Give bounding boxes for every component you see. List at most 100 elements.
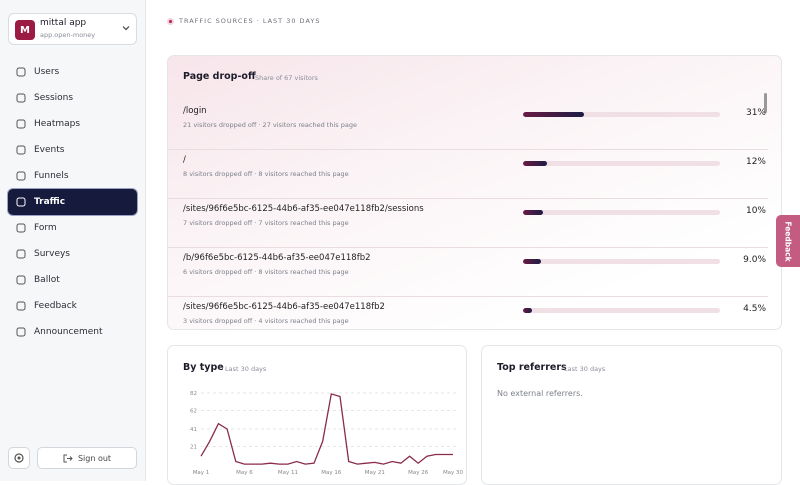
nav-item[interactable]: Heatmaps — [8, 111, 137, 137]
bar-track — [523, 210, 720, 215]
app-domain: app.open-money — [40, 31, 96, 39]
percent-label: 9.0% — [743, 255, 766, 265]
nav-icon — [16, 171, 26, 181]
card-subtitle: Share of 67 visitors — [255, 74, 318, 82]
nav-item[interactable]: Feedback — [8, 293, 137, 319]
nav-label: Sessions — [34, 93, 74, 103]
icon-shape — [16, 119, 26, 129]
app-switcher[interactable]: M mittal app app.open-money — [8, 13, 137, 45]
nav-label: Feedback — [34, 301, 77, 311]
nav-icon — [16, 223, 26, 233]
y-tick-label: 41 — [190, 427, 197, 433]
card-title: By type — [183, 362, 224, 373]
nav-item[interactable]: Traffic — [8, 189, 137, 215]
app-name: mittal app — [40, 18, 87, 28]
icon-shape — [16, 275, 26, 285]
nav-label: Ballot — [34, 275, 60, 285]
nav-icon — [16, 67, 26, 77]
nav-label: Surveys — [34, 249, 70, 259]
icon-shape — [16, 327, 26, 337]
bar-fill — [523, 259, 541, 264]
icon-shape — [16, 93, 26, 103]
referrers-card: Top referrers Last 30 days No external r… — [481, 345, 782, 485]
x-tick-label: May 21 — [365, 470, 385, 476]
x-tick-label: May 11 — [278, 470, 298, 476]
dropoff-row: /sites/96f6e5bc-6125-44b6-af35-ee047e118… — [168, 199, 768, 248]
x-tick-label: May 26 — [408, 470, 429, 476]
y-tick-label: 82 — [190, 391, 197, 397]
bar-track — [523, 308, 720, 313]
percent-label: 12% — [745, 157, 766, 167]
nav-item[interactable]: Form — [8, 215, 137, 241]
percent-label: 10% — [745, 206, 766, 216]
sign-out-button[interactable]: Sign out — [37, 447, 137, 469]
bar-track — [523, 112, 720, 117]
nav-icon — [16, 275, 26, 285]
page-path: / — [183, 155, 186, 165]
page-path: /sites/96f6e5bc-6125-44b6-af35-ee047e118… — [183, 302, 385, 312]
sidebar: M mittal app app.open-money Users Session… — [0, 0, 146, 481]
nav-icon — [16, 119, 26, 129]
nav-icon — [16, 197, 26, 207]
feedback-label: Feedback — [783, 220, 793, 262]
page-path: /login — [183, 106, 207, 116]
nav-item[interactable]: Surveys — [8, 241, 137, 267]
dropoff-row: / 8 visitors dropped off · 8 visitors rea… — [168, 150, 768, 199]
feedback-tab[interactable]: Feedback — [776, 215, 800, 267]
icon-shape — [16, 67, 26, 77]
x-tick-label: May 1 — [193, 470, 210, 476]
page-path: /b/96f6e5bc-6125-44b6-af35-ee047e118fb2 — [183, 253, 371, 263]
nav-label: Heatmaps — [34, 119, 81, 129]
nav-label: Traffic — [34, 197, 66, 207]
x-tick-label: May 30 — [443, 470, 464, 476]
sign-out-label: Sign out — [77, 453, 112, 463]
percent-label: 4.5% — [743, 304, 766, 314]
nav-item[interactable]: Announcement — [8, 319, 137, 345]
dropoff-row: /login 21 visitors dropped off · 27 visit… — [168, 101, 768, 150]
nav-icon — [16, 249, 26, 259]
page-detail: 21 visitors dropped off · 27 visitors re… — [183, 121, 357, 129]
nav-icon — [16, 93, 26, 103]
page-detail: 7 visitors dropped off · 7 visitors reac… — [183, 219, 349, 227]
nav-label: Funnels — [34, 171, 69, 181]
icon-shape — [16, 145, 26, 155]
nav-label: Announcement — [34, 327, 103, 337]
bar-track — [523, 161, 720, 166]
line — [200, 393, 453, 465]
dropoff-row: /b/96f6e5bc-6125-44b6-af35-ee047e118fb2 6… — [168, 248, 768, 297]
y-tick-label: 62 — [190, 409, 197, 415]
nav-label: Events — [34, 145, 65, 155]
card-subtitle: Last 30 days — [225, 365, 267, 373]
nav-item[interactable]: Users — [8, 59, 137, 85]
y-tick-label: 21 — [190, 445, 197, 451]
page-detail: 6 visitors dropped off · 8 visitors reac… — [183, 268, 349, 276]
page-path: /sites/96f6e5bc-6125-44b6-af35-ee047e118… — [183, 204, 424, 214]
nav-item[interactable]: Events — [8, 137, 137, 163]
by-type-card: By type Last 30 days 21 41 62 82 May 1 May 6 M… — [167, 345, 467, 485]
icon-shape — [16, 249, 26, 259]
icon-shape — [16, 197, 26, 207]
nav-item[interactable]: Ballot — [8, 267, 137, 293]
card-title: Top referrers — [497, 362, 567, 373]
bar-fill — [523, 210, 543, 215]
bar-track — [523, 259, 720, 264]
dropoff-card: Page drop-off Share of 67 visitors /logi… — [167, 55, 782, 330]
card-title: Page drop-off — [183, 71, 256, 82]
icon-shape — [16, 223, 26, 233]
settings-button[interactable] — [8, 447, 30, 469]
chart: 21 41 62 82 May 1 May 6 May 11 May 16 May 21 May … — [190, 391, 464, 476]
dropoff-row: /sites/96f6e5bc-6125-44b6-af35-ee047e118… — [168, 297, 768, 329]
icon-shape — [16, 171, 26, 181]
x-tick-label: May 16 — [321, 470, 342, 476]
app-avatar: M — [15, 20, 35, 40]
nav-label: Form — [34, 223, 57, 233]
nav-icon — [16, 301, 26, 311]
scrollbar — [764, 93, 767, 113]
nav-item[interactable]: Sessions — [8, 85, 137, 111]
nav-item[interactable]: Funnels — [8, 163, 137, 189]
card-subtitle: Last 30 days — [564, 365, 606, 373]
bar-fill — [523, 308, 532, 313]
empty-state: No external referrers. — [497, 389, 583, 398]
page-detail: 3 visitors dropped off · 4 visitors reac… — [183, 317, 349, 325]
